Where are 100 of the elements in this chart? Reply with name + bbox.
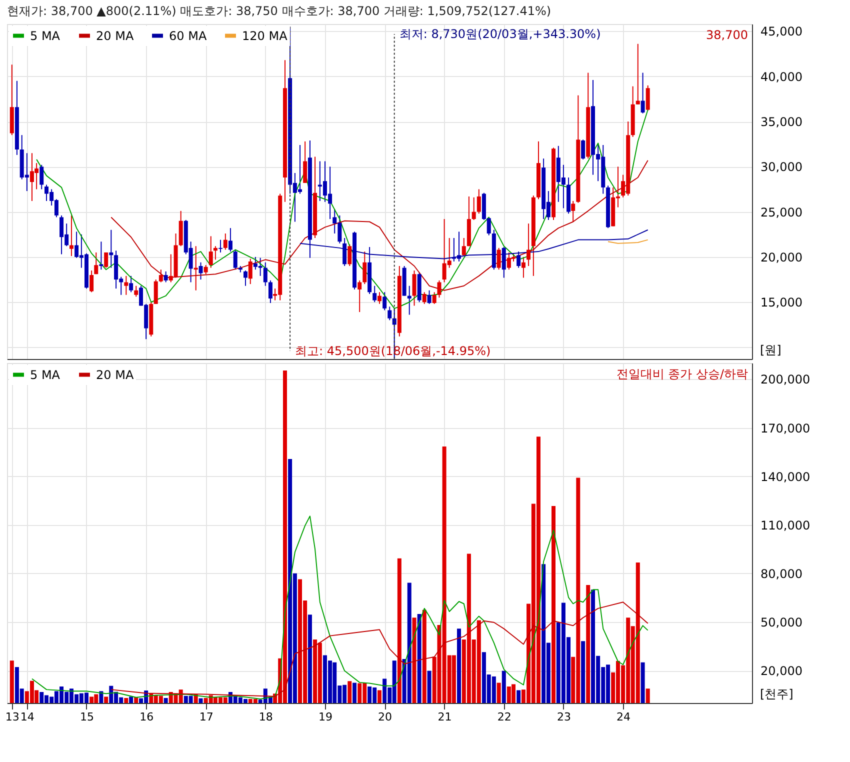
candlestick: [640, 72, 645, 114]
bar: [129, 696, 134, 703]
legend-label: 5 MA: [30, 368, 61, 382]
candlestick: [158, 269, 163, 283]
y-tick-label: 80,000: [760, 566, 802, 581]
annotation: 최저: 8,730원(20/03월,+343.30%): [399, 27, 601, 41]
bar: [516, 690, 521, 703]
candlestick: [248, 258, 252, 285]
bar: [99, 691, 104, 703]
candlestick: [502, 246, 506, 278]
y-tick-label: 15,000: [760, 296, 802, 310]
bar: [198, 698, 203, 703]
candlestick: [581, 139, 586, 160]
candlestick: [218, 239, 223, 253]
bar: [452, 655, 456, 703]
candlestick: [268, 280, 272, 304]
y-axis-title: [원]: [760, 343, 782, 357]
candlestick: [69, 214, 74, 257]
bar: [646, 688, 650, 703]
bar: [352, 682, 357, 703]
candlestick: [636, 43, 640, 105]
bar: [640, 662, 645, 703]
candlestick: [526, 223, 531, 266]
y-tick-label: 40,000: [760, 70, 802, 84]
bar: [422, 610, 426, 703]
candlestick: [372, 285, 377, 303]
bar: [348, 681, 352, 703]
bar: [581, 641, 586, 703]
x-tick-label: 17: [199, 710, 214, 724]
candlestick: [204, 264, 208, 275]
x-tick-label: 18: [258, 710, 273, 724]
candlestick: [104, 252, 108, 268]
candlestick: [496, 247, 501, 270]
candlestick: [432, 292, 436, 304]
candlestick: [40, 164, 44, 190]
candlestick: [388, 306, 392, 321]
bar: [456, 628, 461, 703]
line-series: [110, 160, 648, 291]
legend-label: 5 MA: [30, 28, 61, 43]
bar: [124, 698, 128, 703]
candlestick: [243, 270, 248, 286]
bar: [90, 696, 94, 703]
chart-title: 현재가: 38,700 ▲800(2.11%) 매도호가: 38,750 매수호가: 38,700 거래량: 1,509,752(127.41%): [7, 4, 552, 18]
candlestick: [109, 229, 114, 268]
candlestick: [303, 140, 308, 184]
x-tick-label: 22: [497, 710, 512, 724]
x-tick-label: 24: [616, 710, 631, 724]
annotation: 38,700: [706, 28, 748, 42]
bar: [417, 614, 422, 703]
x-tick-label: 21: [438, 710, 452, 724]
candlestick: [437, 280, 442, 298]
candlestick: [213, 246, 218, 260]
candlestick: [94, 252, 98, 275]
candlestick: [154, 279, 158, 304]
candlestick: [476, 188, 481, 214]
candlestick: [521, 256, 526, 278]
bar: [308, 614, 312, 703]
bar: [412, 618, 416, 703]
legend-label: 20 MA: [96, 368, 134, 382]
candlestick: [472, 196, 476, 220]
candlestick: [407, 285, 412, 316]
bar: [378, 690, 382, 703]
bar: [496, 682, 501, 703]
line-series: [31, 516, 648, 700]
candlestick: [348, 244, 352, 266]
legend-label: 60 MA: [169, 28, 208, 43]
annotation: 전일대비 종가 상승/하락: [616, 367, 748, 381]
x-tick-label: 16: [140, 710, 154, 724]
candlestick: [362, 251, 367, 285]
x-tick-label: 14: [20, 710, 34, 724]
y-tick-label: 20,000: [760, 250, 802, 264]
candlestick: [223, 232, 228, 250]
y-tick-label: 35,000: [760, 115, 802, 130]
candlestick: [382, 292, 387, 311]
candlestick: [427, 290, 432, 304]
line-series: [110, 602, 648, 697]
candlestick: [228, 228, 232, 252]
bar: [104, 696, 108, 703]
candlestick: [99, 241, 104, 270]
legend-label: 120 MA: [242, 28, 288, 43]
candlestick: [646, 84, 650, 112]
y-tick-label: 45,000: [760, 24, 802, 39]
candlestick: [134, 285, 138, 298]
candlestick: [571, 200, 576, 222]
candlestick: [233, 249, 238, 270]
candlestick: [164, 270, 168, 283]
x-tick-label: 23: [556, 710, 571, 724]
x-tick-label: 15: [80, 710, 94, 724]
x-tick-label: 19: [318, 710, 332, 724]
candlestick: [90, 270, 94, 293]
candlestick: [422, 292, 426, 304]
bar: [397, 558, 402, 703]
y-tick-label: 140,000: [760, 470, 810, 484]
y-tick-label: 25,000: [760, 205, 802, 220]
candlestick: [129, 275, 134, 293]
bar: [164, 698, 168, 703]
y-tick-label: 200,000: [760, 372, 810, 387]
bar: [427, 670, 432, 703]
candlestick: [263, 262, 268, 286]
candlestick: [124, 275, 128, 296]
